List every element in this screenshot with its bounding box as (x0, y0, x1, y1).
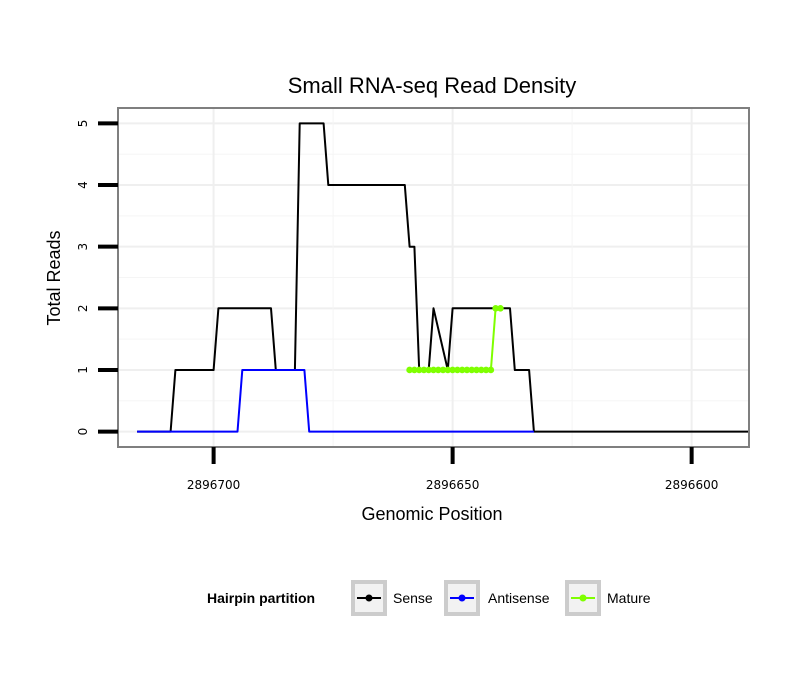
series-mature-point (492, 305, 499, 312)
series-mature-point (473, 366, 480, 374)
legend-key-point (579, 594, 587, 602)
y-tick-label: 1 (76, 366, 90, 374)
legend-label-mature: Mature (607, 590, 651, 606)
y-tick-label: 3 (76, 243, 90, 251)
y-axis-title: Total Reads (44, 230, 64, 325)
series-mature-point (497, 305, 504, 312)
legend-key-point (365, 594, 373, 602)
series-mature-point (454, 366, 461, 374)
series-mature-point (463, 366, 471, 374)
panel-border (117, 107, 750, 448)
x-axis-ticks: 2896700 2896650 2896600 (187, 447, 718, 492)
y-tick-label: 5 (76, 120, 90, 128)
series-mature-point (482, 366, 490, 374)
y-tick-label: 2 (76, 304, 90, 312)
y-tick-label: 4 (76, 181, 90, 189)
legend-key-point (458, 594, 466, 602)
x-tick-label: 2896600 (665, 478, 718, 492)
legend-label-sense: Sense (393, 590, 433, 606)
x-axis-title: Genomic Position (361, 504, 502, 524)
series-mature-point (406, 366, 413, 374)
x-tick-label: 2896700 (187, 478, 240, 492)
series-mature-point (487, 366, 495, 374)
series-mature-point (444, 366, 452, 374)
series-mature-point (411, 366, 418, 374)
series-mature-point (430, 366, 437, 374)
series-mature-point (425, 366, 433, 374)
series-layer (137, 122, 749, 433)
chart-title: Small RNA-seq Read Density (288, 73, 577, 98)
legend: Hairpin partition Sense Antisense Mature (207, 580, 651, 616)
series-sense-line (137, 122, 749, 433)
series-mature-point (449, 366, 456, 374)
series-mature-point (439, 366, 447, 374)
series-mature-point (468, 366, 476, 374)
series-mature-point (458, 366, 466, 374)
y-tick-label: 0 (76, 428, 90, 436)
series-mature-point (434, 366, 442, 374)
legend-title: Hairpin partition (207, 590, 315, 606)
series-mature-point (478, 366, 485, 374)
series-mature-point (420, 366, 428, 374)
x-tick-label: 2896650 (426, 478, 479, 492)
y-axis-ticks: 0 1 2 3 4 5 (76, 120, 118, 436)
series-antisense-line (137, 369, 534, 433)
legend-label-antisense: Antisense (488, 590, 550, 606)
series-mature-point (415, 366, 423, 374)
